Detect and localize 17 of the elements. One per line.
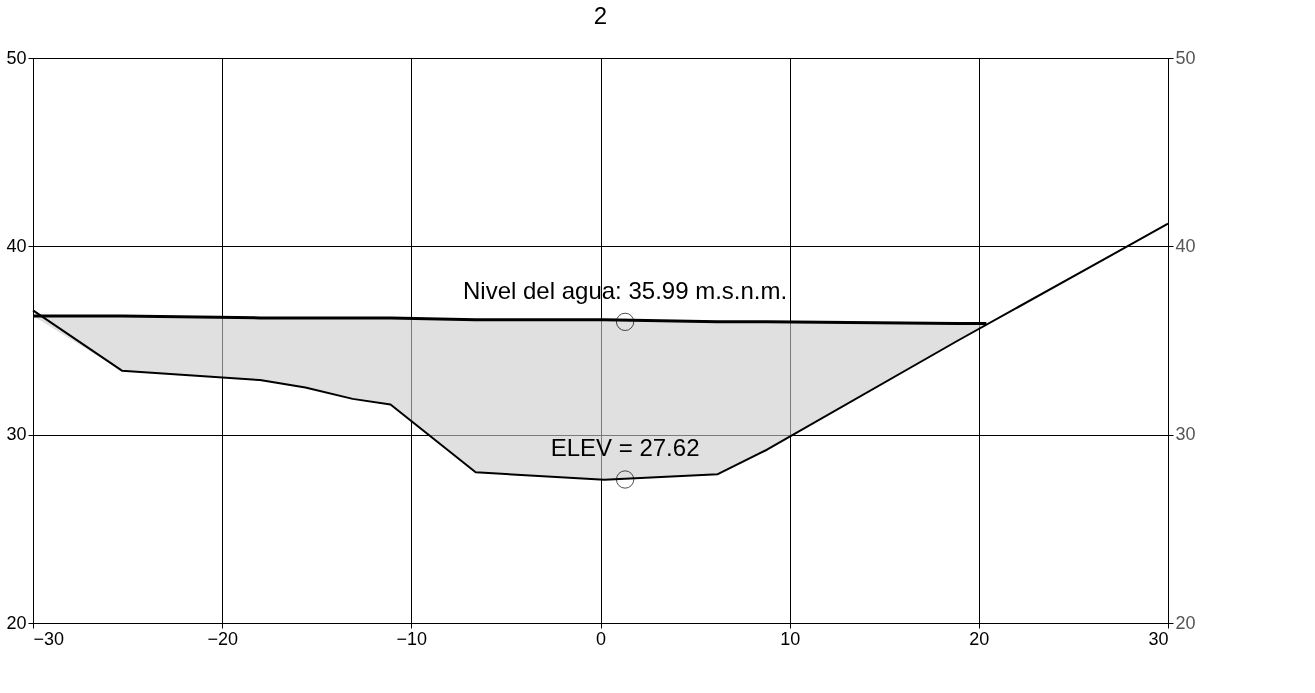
x-tick-label: 30: [1148, 628, 1169, 649]
y2-tick-label: 40: [1175, 235, 1196, 256]
x-tick-label: −10: [396, 628, 428, 649]
chart-title: 2: [593, 2, 608, 29]
y-tick-label: 50: [6, 47, 27, 68]
y2-tick-label: 50: [1175, 47, 1196, 68]
x-tick-label: 0: [595, 628, 607, 649]
y2-tick-label: 20: [1175, 612, 1196, 633]
y-tick-label: 20: [6, 612, 27, 633]
x-tick-label: −30: [33, 628, 65, 649]
annotation: ELEV = 27.62: [550, 434, 700, 462]
x-tick-label: −20: [207, 628, 238, 649]
y2-tick-label: 30: [1175, 424, 1196, 445]
x-tick-label: 20: [969, 628, 990, 649]
x-tick-label: 10: [780, 628, 801, 649]
y-tick-label: 30: [6, 424, 27, 445]
y-tick-label: 40: [6, 235, 27, 256]
